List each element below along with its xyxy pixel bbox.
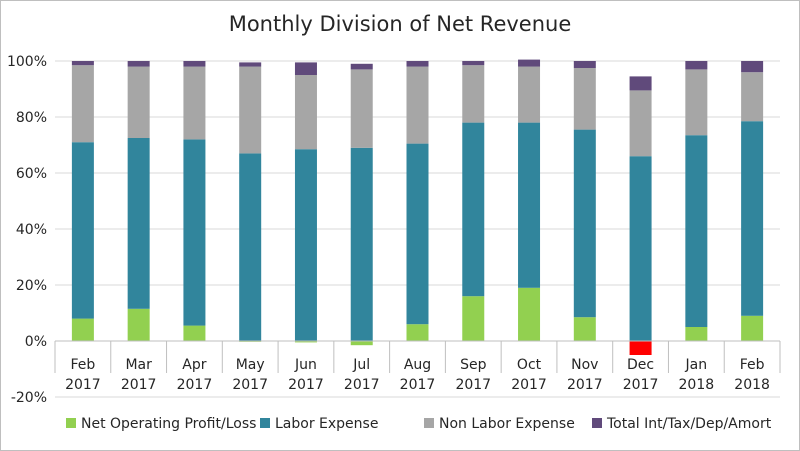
bar-segment	[629, 90, 652, 157]
x-tick-label: 2017	[623, 377, 659, 393]
legend-label: Total Int/Tax/Dep/Amort	[606, 416, 772, 432]
bar-segment	[462, 61, 485, 66]
y-tick-label: 0%	[25, 334, 47, 350]
bar-segment	[350, 147, 373, 341]
legend-label: Net Operating Profit/Loss	[81, 416, 256, 432]
bar-segment	[741, 72, 764, 122]
bar-segment	[573, 68, 596, 130]
bar-segment	[71, 318, 94, 341]
bar-segment	[406, 143, 429, 325]
bar-segment	[741, 315, 764, 341]
x-tick-label: 2018	[734, 377, 770, 393]
x-tick-label: Jul	[352, 357, 370, 373]
y-tick-label: -20%	[11, 390, 47, 406]
x-tick-label: Feb	[740, 357, 765, 373]
chart-title: Monthly Division of Net Revenue	[228, 12, 572, 36]
x-tick-label: Sep	[460, 357, 487, 373]
x-tick-label: 2017	[65, 377, 101, 393]
bar-segment	[71, 65, 94, 143]
bar-segment	[685, 327, 708, 341]
bar-segment	[350, 63, 373, 70]
bar-segment	[127, 61, 150, 67]
bar-segment	[573, 317, 596, 341]
bar-segment	[518, 59, 541, 67]
x-tick-label: 2017	[455, 377, 491, 393]
legend-label: Non Labor Expense	[439, 416, 575, 432]
legend-swatch	[66, 418, 76, 428]
x-tick-label: 2017	[567, 377, 603, 393]
bar-segment	[294, 62, 317, 75]
x-tick-label: Apr	[182, 357, 206, 373]
bar-segment	[406, 66, 429, 144]
bar-segment	[573, 61, 596, 68]
legend-label: Labor Expense	[275, 416, 378, 432]
bar-segment	[350, 341, 373, 346]
x-tick-label: Jun	[294, 357, 317, 373]
legend-swatch	[424, 418, 434, 428]
bar-segment	[239, 66, 262, 154]
bar-segment	[183, 61, 206, 67]
y-tick-label: 20%	[16, 278, 47, 294]
x-tick-label: 2017	[344, 377, 380, 393]
bar-segment	[350, 69, 373, 148]
x-tick-label: 2017	[121, 377, 157, 393]
bar-segment	[462, 122, 485, 297]
legend-swatch	[592, 418, 602, 428]
bar-segment	[741, 61, 764, 73]
bar-segment	[462, 296, 485, 341]
bar-segment	[71, 142, 94, 319]
bar-segment	[127, 308, 150, 341]
bar-segment	[629, 76, 652, 91]
bar-segment	[629, 341, 652, 355]
x-tick-label: 2017	[288, 377, 324, 393]
bar-segment	[239, 62, 262, 67]
y-tick-label: 40%	[16, 222, 47, 238]
x-tick-label: Feb	[70, 357, 95, 373]
bar-segment	[685, 61, 708, 70]
y-tick-label: 60%	[16, 166, 47, 182]
bar-segment	[573, 129, 596, 318]
bar-segment	[127, 138, 150, 309]
bar-segment	[406, 324, 429, 341]
x-tick-label: Jan	[685, 357, 708, 373]
x-tick-label: 2017	[177, 377, 213, 393]
bar-segment	[294, 341, 317, 343]
x-tick-label: 2017	[232, 377, 268, 393]
bar-segment	[741, 121, 764, 316]
x-tick-label: Mar	[125, 357, 152, 373]
bar-segment	[685, 135, 708, 327]
x-tick-label: Aug	[404, 357, 431, 373]
bar-segment	[71, 61, 94, 66]
bar-segment	[406, 61, 429, 67]
bar-segment	[183, 66, 206, 140]
x-tick-label: Nov	[571, 357, 598, 373]
y-tick-label: 80%	[16, 110, 47, 126]
bar-segment	[518, 287, 541, 341]
bar-segment	[127, 66, 150, 138]
x-tick-label: Dec	[627, 357, 654, 373]
bar-segment	[685, 69, 708, 136]
bar-segment	[518, 66, 541, 123]
y-tick-label: 100%	[7, 54, 47, 70]
bar-segment	[239, 153, 262, 341]
bar-segment	[294, 75, 317, 150]
bar-segment	[183, 139, 206, 326]
x-tick-label: May	[236, 357, 265, 373]
bar-segment	[629, 156, 652, 341]
bar-segment	[462, 65, 485, 123]
x-tick-label: 2017	[400, 377, 436, 393]
x-tick-label: 2018	[679, 377, 715, 393]
x-tick-label: 2017	[511, 377, 547, 393]
bar-segment	[518, 122, 541, 288]
bar-segment	[294, 149, 317, 341]
bar-segment	[183, 325, 206, 341]
legend-swatch	[260, 418, 270, 428]
x-tick-label: Oct	[517, 357, 542, 373]
